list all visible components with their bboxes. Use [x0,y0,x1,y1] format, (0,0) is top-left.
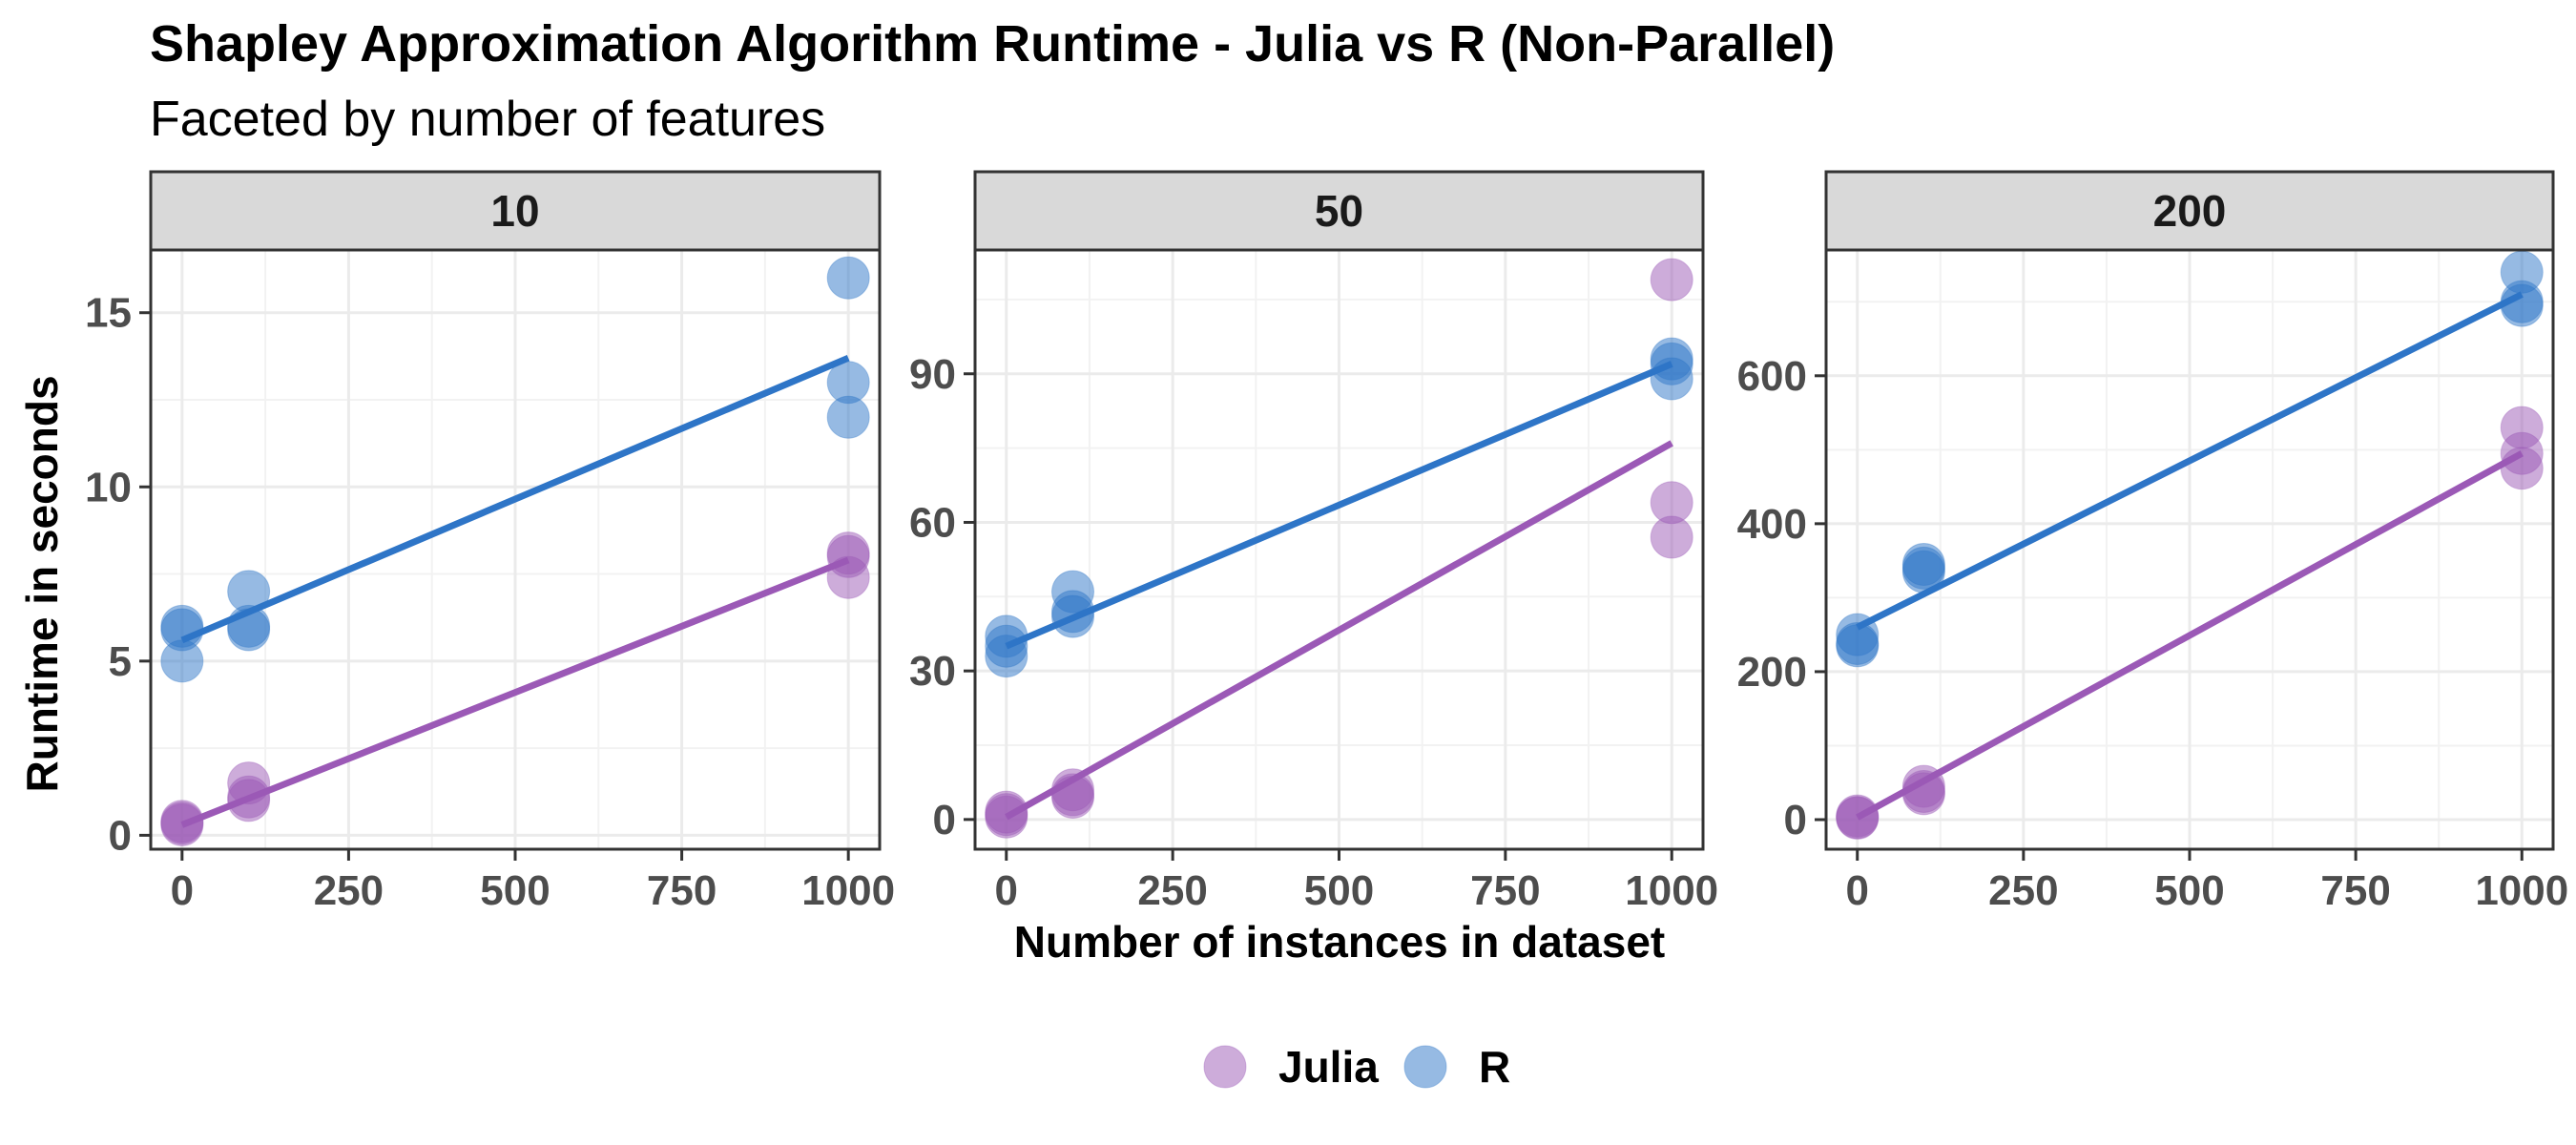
legend-item-julia: Julia [1203,1042,1379,1092]
x-tick-label: 750 [2320,867,2390,914]
x-tick-label: 0 [995,867,1018,914]
point-r [1836,621,1880,665]
fit-lines [1856,291,2524,821]
point-julia [985,790,1028,834]
fit-line-julia [1856,450,2524,821]
fit-line-r [1005,361,1673,650]
x-tick-label: 500 [480,867,550,914]
legend-label: Julia [1278,1042,1379,1092]
chart-title: Shapley Approximation Algorithm Runtime … [150,15,1835,73]
legend-key [1403,1045,1447,1089]
y-tick-label: 90 [909,351,956,398]
chart-subtitle: Faceted by number of features [150,92,825,147]
y-tick-label: 60 [909,499,956,546]
x-tick-label: 250 [1137,867,1207,914]
point-r [826,256,870,300]
legend-label: R [1479,1042,1510,1092]
x-tick-label: 1000 [1625,867,1718,914]
y-tick-label: 0 [933,797,956,843]
facet-strip [149,170,882,252]
x-axis-title: Number of instances in dataset [1014,917,1666,967]
fit-line-r [1856,291,2524,631]
x-tick-label: 1000 [2475,867,2568,914]
gridlines [151,250,880,849]
point-julia [1650,515,1693,559]
x-tick-label: 1000 [801,867,895,914]
x-axis: 0 250 500 750 1000 [171,849,895,914]
y-tick-label: 0 [1784,797,1807,843]
y-axis: 0 200 400 600 [1737,353,1826,843]
x-axis: 0 250 500 750 1000 [1845,849,2568,914]
y-tick-label: 400 [1737,501,1807,548]
y-tick-label: 10 [85,464,132,510]
x-tick-label: 750 [1470,867,1540,914]
gridlines [1826,250,2553,849]
point-julia [826,534,870,578]
x-tick-label: 250 [1988,867,2058,914]
facet-strip-label: 200 [2153,186,2227,236]
fit-line-julia [1005,440,1673,821]
point-r [1901,543,1945,587]
y-axis: 0 30 60 90 [909,351,975,843]
x-tick-label: 250 [314,867,384,914]
x-tick-label: 0 [1845,867,1868,914]
facet-strip-label: 10 [490,186,539,236]
point-r [2500,283,2544,327]
legend-key [1203,1045,1247,1089]
fit-line-r [180,354,850,644]
y-tick-label: 5 [109,638,132,685]
fit-lines [180,354,850,828]
x-tick-label: 750 [647,867,717,914]
y-tick-label: 15 [85,290,132,337]
x-tick-label: 0 [171,867,194,914]
point-r [160,608,204,652]
legend: Julia R [1203,1042,1510,1092]
facet-panel-200: 200 0 250 500 750 1000 0 200 400 600 [1737,170,2568,914]
y-tick-label: 30 [909,648,956,695]
x-axis: 0 250 500 750 1000 [995,849,1718,914]
y-axis: 0 5 10 15 [85,290,151,859]
y-axis-title: Runtime in seconds [17,375,67,792]
point-julia [1650,258,1693,302]
y-tick-label: 600 [1737,353,1807,400]
point-r [826,395,870,439]
fit-line-julia [180,556,850,828]
facet-panel-10: 10 0 250 500 750 1000 0 5 10 15 [85,170,895,914]
facet-strip [1824,170,2555,252]
facet-strip-label: 50 [1315,186,1363,236]
facet-strip [973,170,1705,252]
legend-item-r: R [1403,1042,1510,1092]
fit-lines [1005,361,1673,821]
y-tick-label: 0 [109,812,132,859]
x-tick-label: 500 [1304,867,1374,914]
y-tick-label: 200 [1737,649,1807,696]
point-julia [1836,796,1880,840]
x-tick-label: 500 [2154,867,2224,914]
